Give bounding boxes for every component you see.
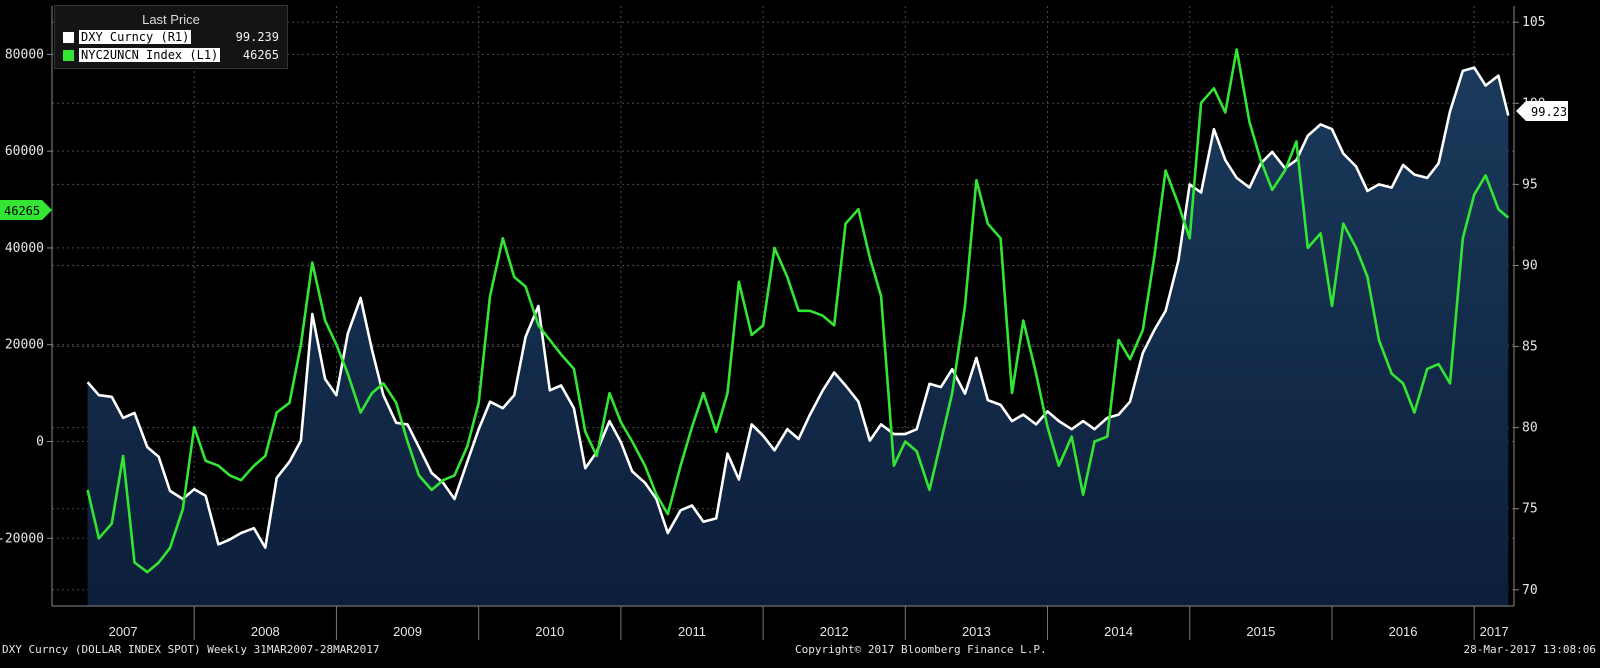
dxy-area-fill (87, 67, 1509, 607)
legend-swatch-green (63, 50, 74, 61)
x-tick-label: 2015 (1246, 624, 1275, 639)
legend-title: Last Price (142, 12, 200, 27)
footer-copyright: Copyright© 2017 Bloomberg Finance L.P. (795, 643, 1047, 656)
y-right-tick-label: 70 (1522, 583, 1538, 598)
x-tick-label: 2017 (1480, 624, 1509, 639)
left-last-value-tag: 46265 (0, 200, 52, 220)
legend-box: Last Price DXY Curncy (R1) 99.239 NYC2UN… (54, 5, 288, 69)
x-tick-label: 2012 (820, 624, 849, 639)
dxy-series-line (86, 66, 1510, 549)
legend-series-value: 99.239 (235, 30, 279, 44)
footer-security-info: DXY Curncy (DOLLAR INDEX SPOT) Weekly 31… (2, 643, 380, 656)
footer-bar: DXY Curncy (DOLLAR INDEX SPOT) Weekly 31… (0, 640, 1600, 668)
footer-timestamp: 28-Mar-2017 13:08:06 (1463, 643, 1596, 656)
right-last-value-tag: 99.239 (1516, 101, 1574, 121)
legend-row-dxy: DXY Curncy (R1) 99.239 (63, 30, 279, 46)
y-right-tick-label: 90 (1522, 258, 1538, 273)
x-tick-label: 2010 (535, 624, 564, 639)
legend-series-name: DXY Curncy (R1) (79, 30, 192, 44)
y-right-tick-label: 75 (1522, 502, 1538, 517)
y-left-tick-label: 60000 (5, 144, 44, 159)
x-tick-label: 2016 (1389, 624, 1418, 639)
right-last-value-text: 99.239 (1531, 105, 1574, 119)
legend-swatch-white (63, 32, 74, 43)
y-left-tick-label: 40000 (5, 241, 44, 256)
x-tick-label: 2011 (678, 624, 706, 639)
x-axis-year-labels: 2007 2008 2009 2010 2011 2012 2013 2014 2015 2016… (109, 624, 1509, 639)
y-left-tick-label: 0 (36, 434, 44, 449)
y-right-tick-label: 95 (1522, 177, 1538, 192)
y-right-tick-label: 105 (1522, 15, 1545, 30)
x-tick-label: 2007 (109, 624, 138, 639)
x-tick-label: 2014 (1104, 624, 1133, 639)
legend-series-value: 46265 (242, 48, 279, 62)
nyc-series-line (86, 48, 1510, 574)
x-tick-label: 2013 (962, 624, 991, 639)
left-last-value-text: 46265 (4, 204, 40, 218)
left-axis-ticks: 80000 60000 40000 20000 0 -20000 (0, 47, 52, 546)
x-tick-label: 2008 (251, 624, 280, 639)
legend-series-name: NYC2UNCN Index (L1) (79, 48, 221, 62)
right-axis-ticks: 105100959085807570 (1514, 15, 1545, 598)
y-left-tick-label: -20000 (0, 531, 44, 546)
x-tick-label: 2009 (393, 624, 422, 639)
y-left-tick-label: 80000 (5, 47, 44, 62)
y-right-tick-label: 85 (1522, 340, 1538, 355)
y-left-tick-label: 20000 (5, 338, 44, 353)
y-right-tick-label: 80 (1522, 421, 1538, 436)
legend-row-nyc: NYC2UNCN Index (L1) 46265 (63, 48, 279, 64)
